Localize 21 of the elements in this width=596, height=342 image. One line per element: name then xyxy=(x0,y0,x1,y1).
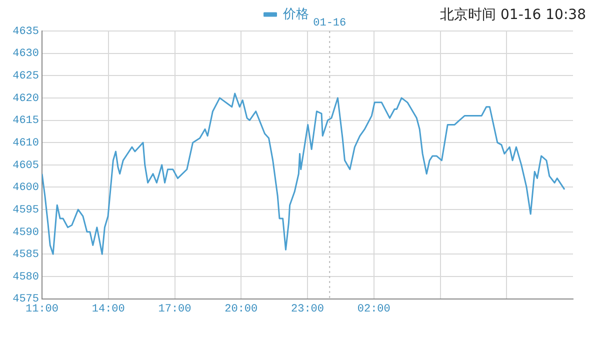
y-tick-label: 4580 xyxy=(12,271,39,284)
y-tick-label: 4620 xyxy=(12,92,39,105)
y-tick-label: 4585 xyxy=(12,249,39,262)
y-tick-label: 4630 xyxy=(12,48,39,60)
y-tick-label: 4610 xyxy=(12,137,39,150)
y-tick-label: 4605 xyxy=(12,160,39,172)
text: 北京时间 01-16 10:38 xyxy=(440,6,586,24)
x-tick-label: 14:00 xyxy=(92,303,125,316)
y-tick-label: 4590 xyxy=(12,226,39,239)
y-tick-label: 4615 xyxy=(12,115,39,128)
ref-line-label: 01-16 xyxy=(313,17,346,30)
y-tick-label: 4625 xyxy=(12,70,39,83)
x-tick-label: 11:00 xyxy=(25,303,59,316)
legend-label: 价格 xyxy=(282,6,309,22)
y-tick-label: 4600 xyxy=(12,182,39,194)
x-tick-label: 02:00 xyxy=(357,303,390,316)
x-tick-label: 23:00 xyxy=(290,303,324,316)
y-tick-label: 4595 xyxy=(12,204,39,216)
y-tick-label: 4635 xyxy=(12,26,39,38)
x-tick-label: 20:00 xyxy=(224,303,258,316)
x-tick-label: 17:00 xyxy=(158,303,192,316)
